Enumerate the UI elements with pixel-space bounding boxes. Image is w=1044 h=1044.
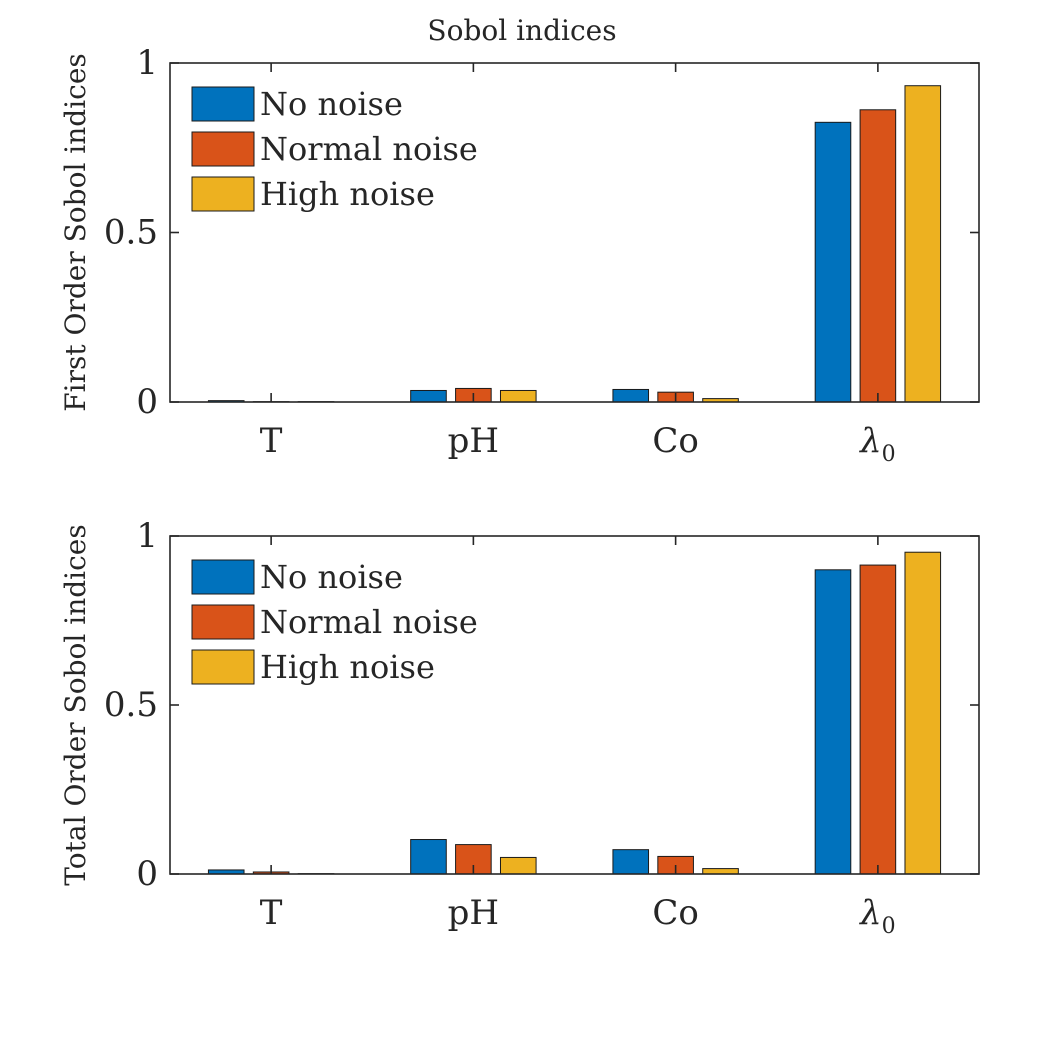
- legend-swatch: [191, 559, 255, 595]
- y-tick-label: 1: [136, 43, 158, 83]
- legend-label: No noise: [260, 85, 403, 123]
- x-tick-label: Co: [652, 893, 698, 933]
- y-axis-title: Total Order Sobol indices: [59, 524, 92, 885]
- legend-label: Normal noise: [260, 130, 478, 168]
- bar-λ-high-noise: [904, 551, 942, 875]
- legend-swatch: [191, 649, 255, 685]
- y-tick-label: 0.5: [104, 213, 158, 253]
- y-axis-title: First Order Sobol indices: [59, 53, 92, 412]
- legend-swatch: [191, 86, 255, 122]
- bar-ph-normal-noise: [455, 844, 492, 875]
- bar-ph-no-noise: [410, 839, 447, 875]
- bar-co-high-noise: [702, 868, 739, 875]
- legend: No noise Normal noise High noise: [191, 558, 478, 686]
- x-tick-label: T: [260, 421, 283, 461]
- x-tick-label: λ0: [858, 421, 896, 467]
- x-tick-label: Co: [652, 421, 698, 461]
- bar-λ-no-noise: [814, 569, 852, 875]
- legend-label: No noise: [260, 558, 403, 596]
- x-tick-label: pH: [448, 421, 499, 461]
- x-tick-label: λ0: [858, 893, 896, 939]
- bar-λ-normal-noise: [859, 564, 897, 875]
- y-tick-label: 1: [136, 516, 158, 556]
- legend-swatch: [191, 176, 255, 212]
- bar-λ-normal-noise: [859, 109, 897, 403]
- bar-ph-high-noise: [499, 856, 537, 875]
- figure-title: Sobol indices: [427, 14, 616, 47]
- legend-swatch: [191, 604, 255, 640]
- bar-ph-no-noise: [410, 389, 447, 403]
- legend-swatch: [191, 131, 255, 167]
- y-tick-label: 0.5: [104, 685, 158, 725]
- legend-label: Normal noise: [260, 603, 478, 641]
- x-tick-label: pH: [448, 893, 499, 933]
- chart-panel-1: 0 0.5 1 T pH Co λ0 First Order Sobol indices No …: [59, 43, 980, 467]
- bar-λ-high-noise: [904, 85, 942, 403]
- x-tick-label: T: [260, 893, 283, 933]
- legend: No noise Normal noise High noise: [191, 85, 478, 213]
- legend-label: High noise: [260, 175, 435, 213]
- chart-panel-2: 0 0.5 1 T pH Co λ0 Total Order Sobol indices No …: [59, 516, 980, 939]
- bar-λ-no-noise: [814, 121, 852, 403]
- legend-label: High noise: [260, 648, 435, 686]
- bar-co-no-noise: [612, 849, 650, 875]
- y-tick-label: 0: [136, 382, 158, 422]
- y-tick-label: 0: [136, 854, 158, 894]
- bar-ph-high-noise: [499, 389, 537, 403]
- bar-co-no-noise: [612, 388, 650, 403]
